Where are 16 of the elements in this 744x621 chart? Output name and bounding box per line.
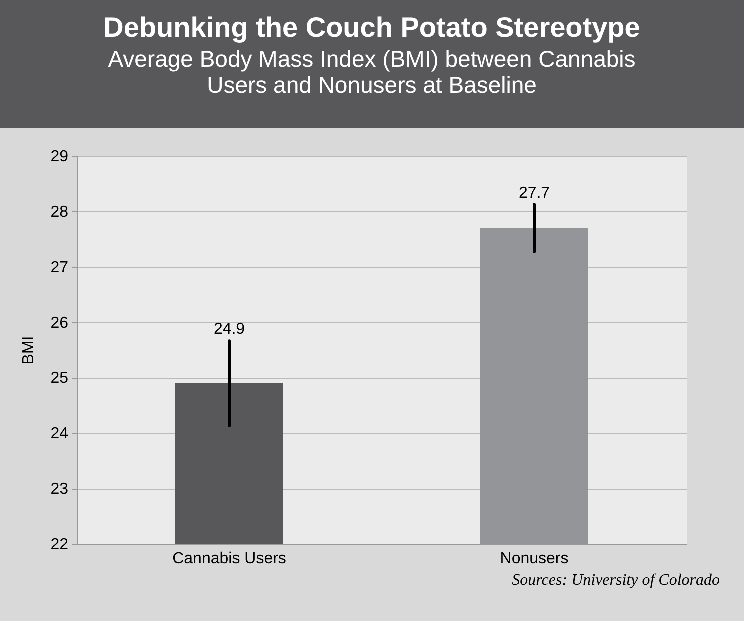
y-axis-title: BMI xyxy=(20,336,38,365)
y-tick-label: 24 xyxy=(50,426,69,443)
source-note: Sources: University of Colorado xyxy=(511,572,721,590)
x-tick-label: Cannabis Users xyxy=(172,550,286,568)
chart-subtitle: Average Body Mass Index (BMI) between Cannabis Users and Nonusers at Baseline xyxy=(107,46,637,99)
y-tick-label: 25 xyxy=(50,370,69,388)
x-tick-label: Nonusers xyxy=(500,550,569,568)
y-tick-label: 28 xyxy=(50,204,69,221)
y-tick-label: 22 xyxy=(50,536,69,554)
y-tick-label: 29 xyxy=(50,148,69,166)
y-tick-label: 23 xyxy=(50,481,69,498)
data-label: 27.7 xyxy=(518,184,550,202)
y-tick-label: 27 xyxy=(50,259,69,276)
data-label: 24.9 xyxy=(214,321,246,338)
chart-title: Debunking the Couch Potato Stereotype xyxy=(102,12,642,44)
y-tick-label: 26 xyxy=(50,314,69,332)
